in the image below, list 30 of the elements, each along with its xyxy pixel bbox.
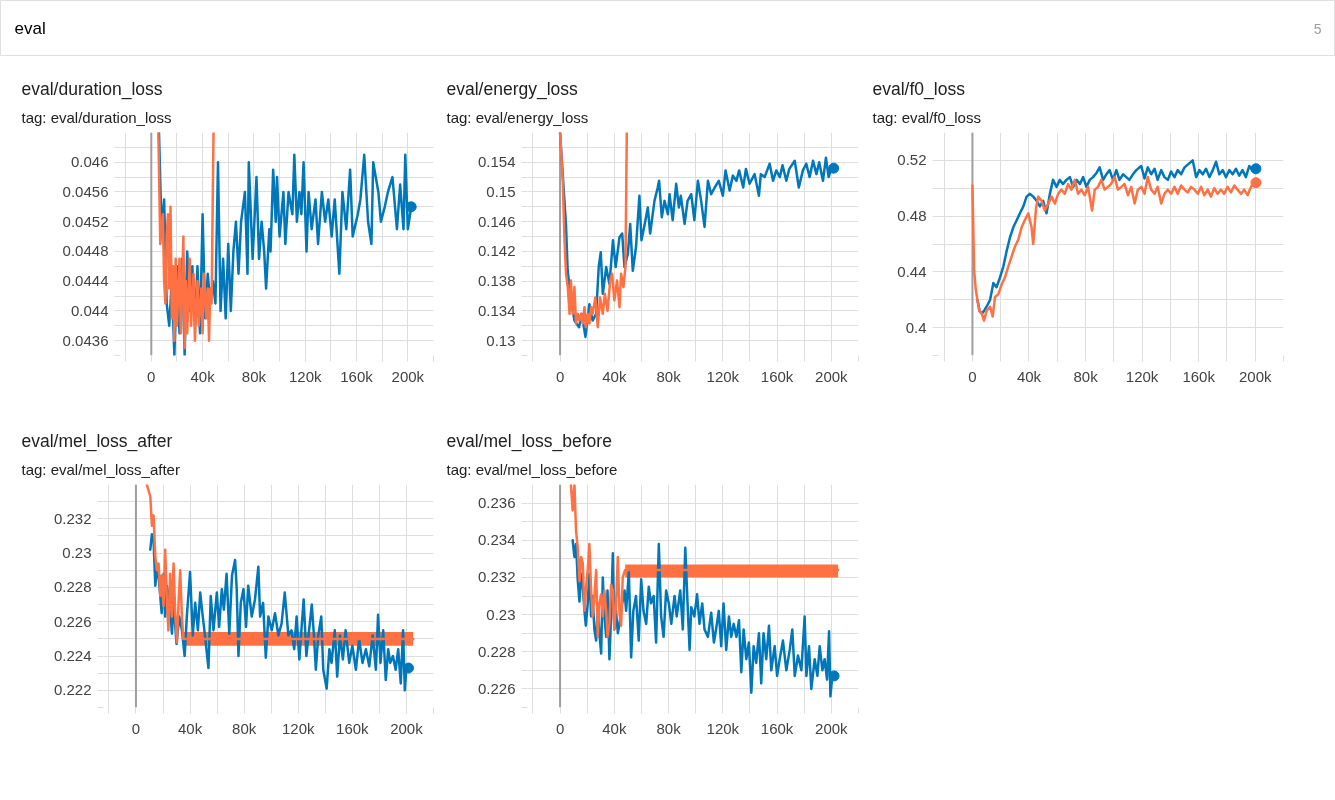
x-tick-label: 40k [177, 719, 203, 737]
y-tick-label: 0.228 [477, 642, 516, 660]
x-tick-label: 0 [131, 719, 141, 737]
chart-subtitle: tag: eval/mel_loss_before [446, 460, 618, 478]
x-tick-label: 160k [336, 719, 370, 737]
x-tick-label: 120k [706, 719, 740, 737]
x-tick-label: 0 [555, 719, 565, 737]
y-tick-label: 0.232 [53, 509, 92, 527]
y-tick-label: 0.23 [486, 605, 516, 623]
chart-title: eval/mel_loss_before [446, 431, 612, 452]
y-tick-label: 0.224 [53, 647, 92, 665]
x-tick-label: 200k [390, 719, 424, 737]
line-series [569, 484, 840, 639]
x-tick-label: 120k [281, 719, 316, 737]
chart-title: eval/mel_loss_after [21, 431, 173, 452]
y-tick-label: 0.232 [477, 568, 516, 586]
y-tick-label: 0.234 [477, 531, 516, 549]
y-tick-label: 0.226 [53, 612, 92, 630]
x-tick-label: 80k [232, 719, 257, 737]
y-tick-label: 0.222 [53, 681, 92, 699]
y-tick-label: 0.23 [62, 544, 92, 562]
chart-subtitle: tag: eval/mel_loss_after [21, 460, 180, 478]
x-tick-label: 40k [602, 719, 627, 737]
line-series [145, 484, 415, 644]
x-tick-label: 200k [815, 719, 849, 737]
x-tick-label: 160k [760, 719, 794, 737]
y-tick-label: 0.226 [477, 679, 516, 697]
y-tick-label: 0.236 [477, 494, 516, 512]
y-tick-label: 0.228 [53, 578, 92, 596]
x-tick-label: 80k [656, 719, 682, 737]
